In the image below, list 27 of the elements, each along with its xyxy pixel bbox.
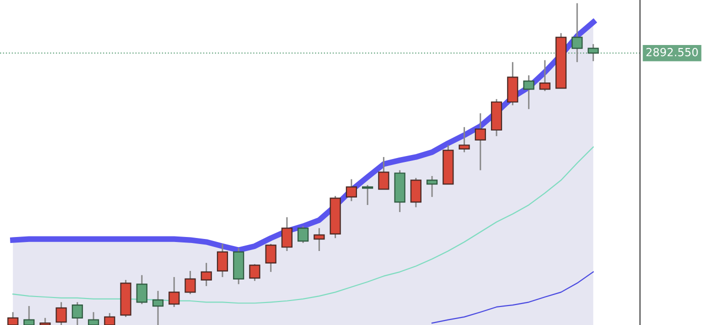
- candlestick: [539, 59, 550, 92]
- candlestick: [56, 301, 67, 325]
- candlestick: [314, 227, 325, 252]
- candlestick: [88, 311, 100, 325]
- candlestick: [7, 311, 18, 325]
- candlestick: [265, 243, 276, 273]
- candlestick: [184, 270, 196, 295]
- candlestick: [72, 301, 83, 325]
- candlestick: [168, 276, 180, 308]
- candlestick: [249, 263, 260, 282]
- candlestick: [346, 178, 357, 202]
- candlestick: [298, 226, 309, 244]
- candlestick: [152, 290, 164, 325]
- candlestick: [136, 274, 148, 305]
- candlestick: [23, 305, 35, 325]
- candlestick: [281, 216, 293, 252]
- text: 2892.550: [646, 48, 698, 56]
- candlestick: [104, 312, 116, 325]
- candlestick: [362, 184, 374, 206]
- candlestick: [523, 74, 534, 110]
- candlestick: [410, 177, 422, 208]
- candlestick: [458, 126, 470, 153]
- candlestick: [378, 156, 390, 190]
- candlestick: [216, 243, 228, 278]
- candlestick: [474, 112, 486, 171]
- candlestick: [426, 175, 438, 198]
- candlestick: [200, 262, 212, 287]
